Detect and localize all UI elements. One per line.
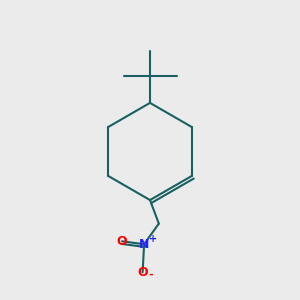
Text: O: O (117, 235, 127, 248)
Text: O: O (137, 266, 148, 279)
Text: -: - (148, 270, 153, 280)
Text: +: + (149, 234, 157, 244)
Text: N: N (139, 238, 149, 251)
